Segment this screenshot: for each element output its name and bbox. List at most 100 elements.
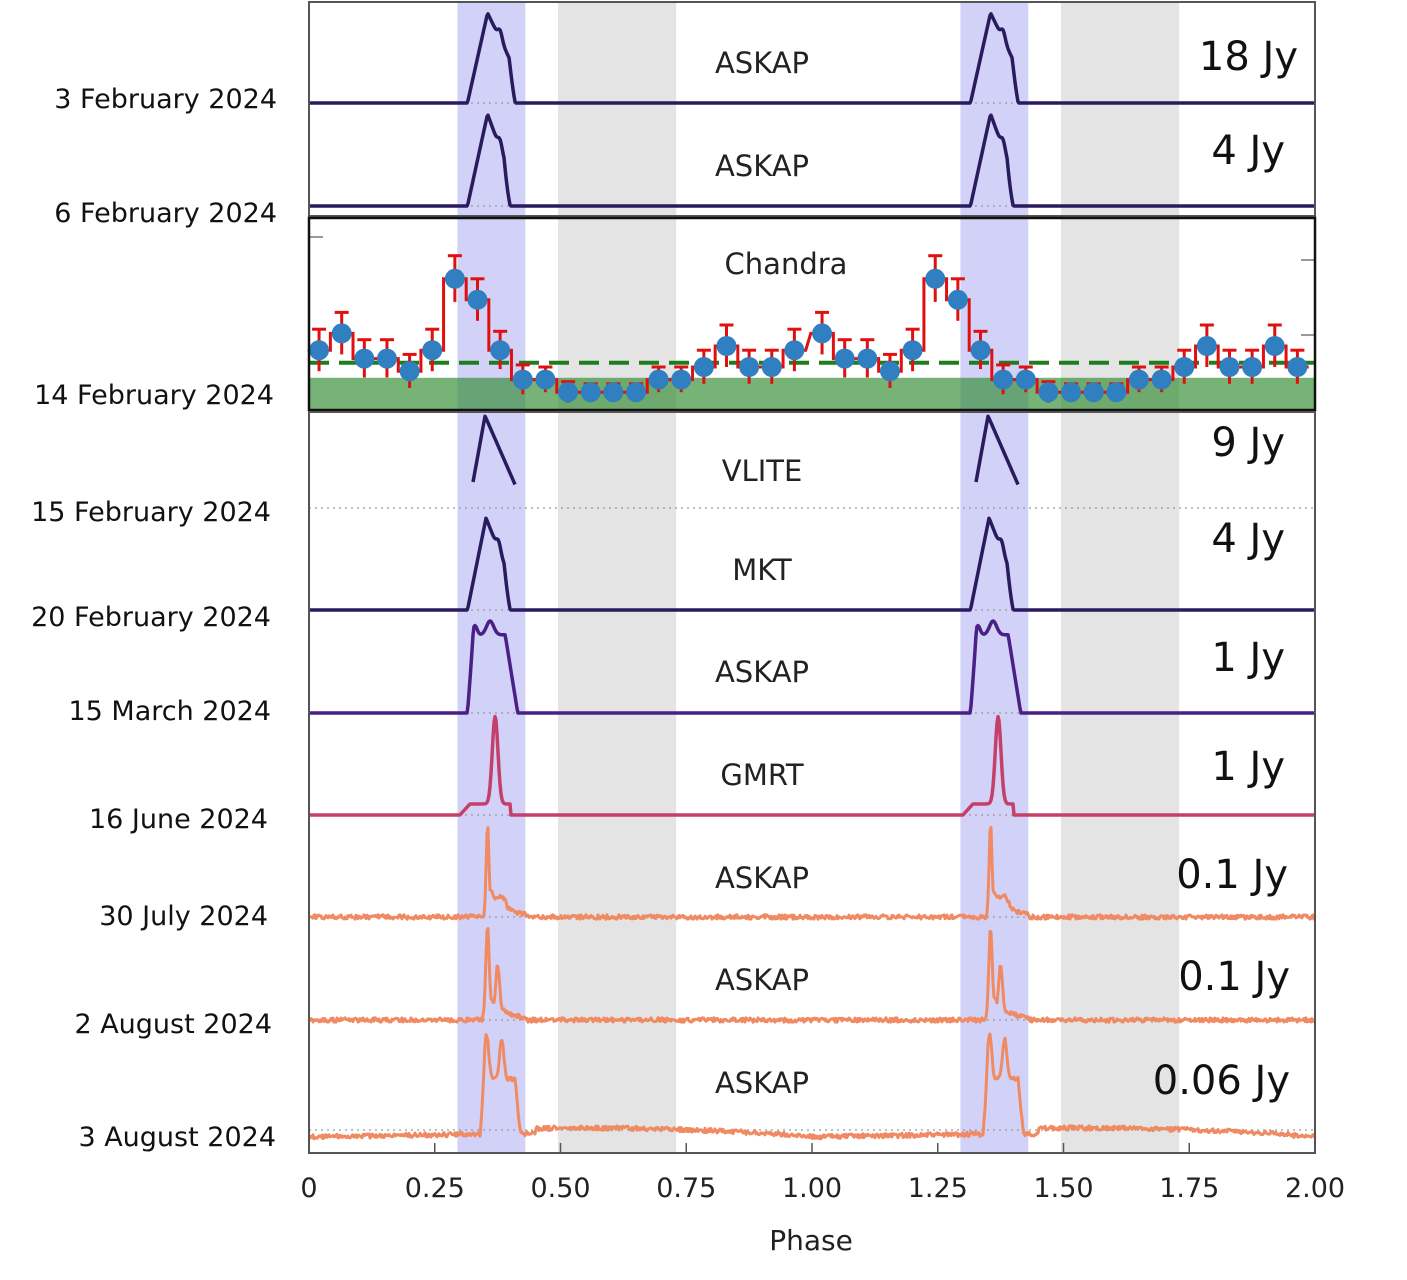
- panel-4: 15 February 2024 VLITE 9 Jy: [31, 414, 1315, 528]
- panel-instrument: ASKAP: [715, 861, 809, 895]
- pulse-profile: [308, 714, 1316, 817]
- data-point: [902, 340, 923, 361]
- panel-peak-flux: 0.06 Jy: [1153, 1058, 1290, 1104]
- pulse-profile: [308, 1032, 1317, 1141]
- pulse-profile: [471, 414, 517, 486]
- data-point: [422, 340, 443, 361]
- data-point: [376, 348, 397, 369]
- data-point: [1219, 357, 1240, 377]
- panel-2: 6 February 2024 ASKAP 4 Jy: [54, 113, 1316, 229]
- data-point: [970, 340, 991, 361]
- panel-peak-flux: 0.1 Jy: [1176, 852, 1288, 898]
- panel-date: 16 June 2024: [89, 804, 268, 835]
- data-point: [1106, 382, 1127, 403]
- x-axis: 0 0.25 0.50 0.75 1.00 1.25 1.50 1.75 2.00: [300, 1143, 1345, 1204]
- panel-instrument: ASKAP: [715, 655, 809, 689]
- data-point: [444, 268, 465, 289]
- data-point: [399, 361, 420, 382]
- pulse-profile: [308, 927, 1316, 1024]
- data-point: [834, 348, 855, 369]
- panel-6: 15 March 2024 ASKAP 1 Jy: [68, 619, 1316, 727]
- data-point: [512, 369, 533, 390]
- data-point: [558, 382, 579, 403]
- panel-peak-flux: 9 Jy: [1211, 420, 1285, 466]
- x-tick-label: 1.25: [908, 1173, 968, 1204]
- data-point: [1015, 369, 1036, 390]
- data-point: [716, 336, 737, 356]
- panel-1: 3 February 2024 ASKAP 18 Jy: [54, 12, 1316, 115]
- panel-date: 3 February 2024: [54, 84, 277, 115]
- panel-peak-flux: 4 Jy: [1211, 516, 1285, 562]
- panel-date: 15 March 2024: [68, 696, 271, 727]
- data-point: [331, 323, 352, 344]
- panel-instrument: ASKAP: [715, 963, 809, 997]
- pulse-profile: [308, 516, 1316, 612]
- x-tick-label: 2.00: [1285, 1173, 1345, 1204]
- data-point: [1038, 382, 1059, 403]
- data-point: [993, 369, 1014, 390]
- panel-5: 20 February 2024 MKT 4 Jy: [31, 516, 1316, 633]
- data-point: [648, 369, 669, 390]
- data-point: [1083, 382, 1104, 403]
- x-tick-label: 0: [300, 1173, 317, 1204]
- data-point: [925, 268, 946, 289]
- panel-peak-flux: 1 Jy: [1211, 635, 1285, 681]
- data-point: [535, 369, 556, 390]
- panel-instrument: MKT: [732, 553, 792, 587]
- panel-date: 30 July 2024: [99, 901, 268, 932]
- panel-instrument: Chandra: [725, 247, 848, 281]
- data-point: [947, 289, 968, 310]
- panel-7: 16 June 2024 GMRT 1 Jy: [89, 714, 1316, 835]
- panel-instrument: ASKAP: [715, 1066, 809, 1100]
- pulse-profile: [308, 12, 1316, 105]
- data-point: [671, 369, 692, 390]
- data-point: [812, 323, 833, 344]
- data-point: [857, 348, 878, 369]
- pulse-profile: [308, 113, 1316, 208]
- panel-date: 6 February 2024: [54, 198, 277, 229]
- data-point: [1151, 369, 1172, 390]
- data-point: [354, 348, 375, 369]
- x-tick-label: 1.00: [782, 1173, 842, 1204]
- panel-10: 3 August 2024 ASKAP 0.06 Jy: [78, 1032, 1317, 1153]
- data-point: [739, 357, 760, 377]
- panel-9: 2 August 2024 ASKAP 0.1 Jy: [74, 927, 1316, 1040]
- x-tick-label: 0.25: [405, 1173, 465, 1204]
- panel-instrument: ASKAP: [715, 149, 809, 183]
- panel-date: 15 February 2024: [31, 497, 271, 528]
- x-tick-label: 0.75: [656, 1173, 716, 1204]
- panel-date: 14 February 2024: [34, 380, 274, 411]
- panel-3: 14 February 2024 Chandra: [34, 236, 1315, 411]
- panel-peak-flux: 0.1 Jy: [1178, 954, 1290, 1000]
- pulse-profile: [308, 825, 1317, 921]
- off-pulse-window: [557, 2, 677, 1153]
- data-point: [784, 340, 805, 361]
- panel-instrument: VLITE: [722, 454, 803, 488]
- x-tick-label: 0.50: [530, 1173, 590, 1204]
- panel-peak-flux: 4 Jy: [1211, 128, 1285, 174]
- data-point: [625, 382, 646, 403]
- data-point: [879, 361, 900, 382]
- pulse-profile: [974, 414, 1020, 486]
- data-point: [309, 340, 330, 361]
- data-point: [693, 357, 714, 377]
- panel-instrument: ASKAP: [715, 46, 809, 80]
- frame-askap-top: [308, 1, 1316, 217]
- data-point: [1196, 336, 1217, 356]
- panel-date: 2 August 2024: [74, 1009, 272, 1040]
- data-point: [1287, 357, 1308, 377]
- panel-peak-flux: 18 Jy: [1199, 34, 1298, 80]
- data-point: [580, 382, 601, 403]
- data-point: [1128, 369, 1149, 390]
- data-point: [1174, 357, 1195, 377]
- data-point: [1061, 382, 1082, 403]
- panel-date: 20 February 2024: [31, 602, 271, 633]
- data-point: [761, 357, 782, 377]
- shaded-phase-windows: [457, 2, 1180, 1153]
- panel-peak-flux: 1 Jy: [1211, 744, 1285, 790]
- panel-8: 30 July 2024 ASKAP 0.1 Jy: [99, 825, 1317, 932]
- panel-date: 3 August 2024: [78, 1122, 276, 1153]
- x-axis-label: Phase: [769, 1224, 853, 1257]
- panel-instrument: GMRT: [720, 758, 804, 792]
